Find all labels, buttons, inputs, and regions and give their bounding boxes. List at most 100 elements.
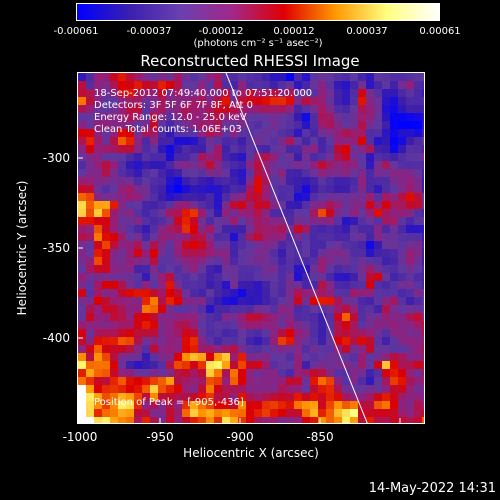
image-pixel [126,145,134,153]
image-pixel [278,289,286,297]
image-pixel [422,217,424,225]
image-pixel [262,201,270,209]
image-pixel [382,233,390,241]
image-pixel [318,289,326,297]
image-pixel [166,169,174,177]
image-pixel [78,409,86,417]
image-pixel [342,345,350,353]
image-pixel [190,193,198,201]
image-pixel [254,273,262,281]
image-pixel [414,113,422,121]
image-pixel [366,393,374,401]
image-pixel [422,393,424,401]
image-pixel [254,297,262,305]
image-pixel [350,377,358,385]
image-pixel [190,257,198,265]
image-pixel [342,289,350,297]
image-pixel [230,121,238,129]
image-pixel [294,313,302,321]
image-pixel [214,145,222,153]
image-pixel [270,417,278,423]
image-pixel [414,97,422,105]
image-pixel [422,305,424,313]
image-pixel [158,345,166,353]
image-pixel [342,217,350,225]
image-pixel [158,401,166,409]
image-pixel [198,361,206,369]
image-pixel [206,97,214,105]
image-pixel [374,297,382,305]
image-pixel [278,105,286,113]
image-pixel [390,417,398,423]
image-pixel [414,177,422,185]
image-pixel [174,121,182,129]
image-pixel [142,289,150,297]
image-pixel [358,225,366,233]
image-pixel [198,233,206,241]
image-pixel [342,329,350,337]
image-pixel [230,345,238,353]
image-pixel [422,177,424,185]
image-pixel [158,273,166,281]
image-pixel [174,377,182,385]
image-pixel [366,81,374,89]
image-pixel [214,169,222,177]
image-pixel [382,329,390,337]
image-pixel [422,297,424,305]
image-pixel [302,81,310,89]
image-pixel [118,161,126,169]
image-pixel [278,249,286,257]
image-pixel [182,105,190,113]
image-pixel [270,345,278,353]
image-pixel [222,273,230,281]
image-pixel [398,393,406,401]
image-pixel [158,73,166,81]
image-pixel [286,273,294,281]
colorbar-tick: -0.00037 [126,26,172,37]
image-pixel [158,265,166,273]
image-pixel [198,329,206,337]
image-pixel [214,289,222,297]
image-pixel [302,329,310,337]
image-pixel [358,409,366,417]
image-pixel [182,273,190,281]
image-pixel [102,81,110,89]
image-pixel [294,257,302,265]
image-pixel [366,297,374,305]
image-pixel [198,337,206,345]
image-pixel [198,73,206,81]
image-pixel [342,105,350,113]
image-pixel [94,329,102,337]
image-pixel [422,201,424,209]
image-pixel [206,193,214,201]
image-pixel [302,145,310,153]
image-pixel [190,241,198,249]
image-pixel [102,257,110,265]
image-pixel [174,369,182,377]
image-pixel [182,153,190,161]
image-pixel [110,329,118,337]
image-pixel [102,345,110,353]
image-pixel [214,249,222,257]
image-pixel [214,361,222,369]
image-pixel [206,337,214,345]
image-pixel [78,321,86,329]
image-pixel [246,241,254,249]
image-pixel [286,121,294,129]
image-pixel [214,201,222,209]
image-pixel [318,73,326,81]
image-pixel [406,385,414,393]
image-pixel [94,337,102,345]
image-pixel [310,209,318,217]
image-pixel [318,209,326,217]
image-pixel [246,233,254,241]
image-pixel [206,289,214,297]
image-pixel [102,289,110,297]
image-pixel [270,337,278,345]
image-pixel [246,201,254,209]
image-pixel [358,73,366,81]
image-pixel [222,153,230,161]
image-pixel [358,145,366,153]
image-pixel [382,321,390,329]
image-pixel [246,105,254,113]
